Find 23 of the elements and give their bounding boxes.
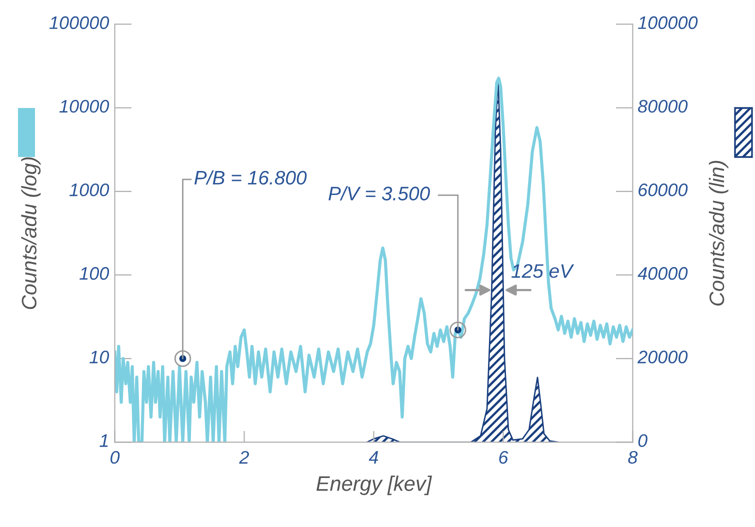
- x-tick-label: 4: [368, 451, 378, 464]
- y-tick-label: 10000: [59, 100, 110, 113]
- y2-tick-label: 0: [638, 434, 648, 447]
- y-tick-label: 1000: [70, 183, 110, 196]
- x-axis-title: Energy [kev]: [316, 476, 432, 496]
- y2-tick-label: 60000: [638, 183, 688, 196]
- y2-tick-label: 100000: [638, 16, 698, 30]
- y2-tick-label: 20000: [637, 350, 688, 364]
- x-tick-label: 6: [499, 450, 508, 464]
- x-tick-label: 0: [110, 450, 120, 464]
- x-tick-label: 2: [239, 450, 249, 464]
- y-tick-label: 1: [100, 434, 108, 447]
- y-axis-title: Counts/adu (log): [21, 157, 41, 310]
- y-tick-label: 100000: [49, 16, 110, 30]
- x-tick-label: 8: [628, 450, 638, 464]
- annotation: P/V = 3.500: [328, 186, 430, 200]
- annotation: P/B = 16.800: [194, 170, 307, 185]
- y-tick-label: 100: [80, 267, 110, 280]
- y2-tick-label: 80000: [638, 100, 688, 113]
- y-tick-label: 10: [90, 350, 110, 364]
- annotation: 125 eV: [511, 264, 574, 278]
- y2-tick-label: 40000: [638, 267, 688, 280]
- y2-axis-title: Counts/adu (lin): [708, 160, 728, 306]
